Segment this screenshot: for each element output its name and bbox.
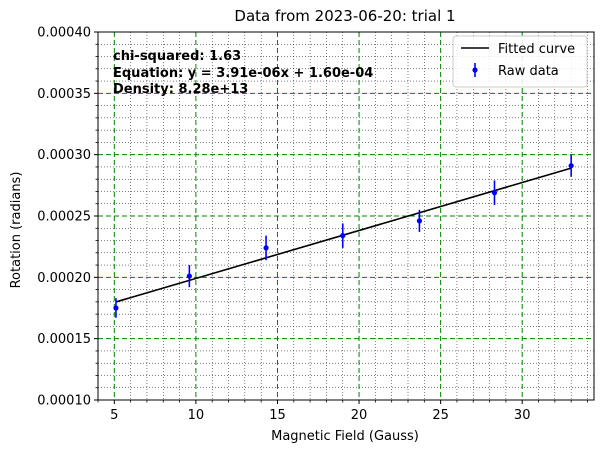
chart-title: Data from 2023-06-20: trial 1 [234,7,455,25]
raw-data-point [263,245,269,251]
x-tick-label: 30 [514,408,531,423]
x-tick-label: 15 [269,408,286,423]
axis-ticks [94,31,588,404]
major-grid [98,31,594,401]
y-tick-label: 0.00020 [37,271,91,286]
legend-raw-data-marker [472,67,478,73]
raw-data-point [416,218,423,224]
legend: Fitted curve Raw data [452,35,588,88]
annotation-equation: Equation: y = 3.91e-06x + 1.60e-04 [113,66,373,81]
y-tick-label: 0.00030 [37,148,91,163]
x-axis-label: Magnetic Field (Gauss) [271,429,419,444]
raw-data-point [340,233,346,239]
annotation-density: Density: 8.28e+13 [113,82,248,97]
raw-data-point [113,305,119,311]
tick-labels: 5 10 15 20 25 30 0.00010 0.00015 0.00020 0.00025 0… [37,26,530,424]
raw-data-point [568,163,574,169]
y-tick-label: 0.00040 [37,26,91,41]
x-tick-label: 20 [351,408,368,423]
annotation-block: chi-squared: 1.63 Equation: y = 3.91e-06… [113,49,373,97]
legend-raw-data-label: Raw data [498,64,559,79]
x-tick-label: 25 [432,408,449,423]
y-axis-label: Rotation (radians) [9,172,24,289]
data-layer [113,154,574,318]
legend-fitted-curve-label: Fitted curve [498,42,575,57]
y-tick-label: 0.00015 [37,332,91,347]
y-tick-label: 0.00010 [37,394,91,409]
raw-data-point [186,273,192,279]
y-tick-label: 0.00025 [37,210,91,225]
x-tick-label: 10 [188,408,205,423]
y-tick-label: 0.00035 [37,87,91,102]
annotation-chi-squared: chi-squared: 1.63 [113,49,241,64]
raw-data-point [491,190,498,196]
x-tick-label: 5 [110,408,118,423]
